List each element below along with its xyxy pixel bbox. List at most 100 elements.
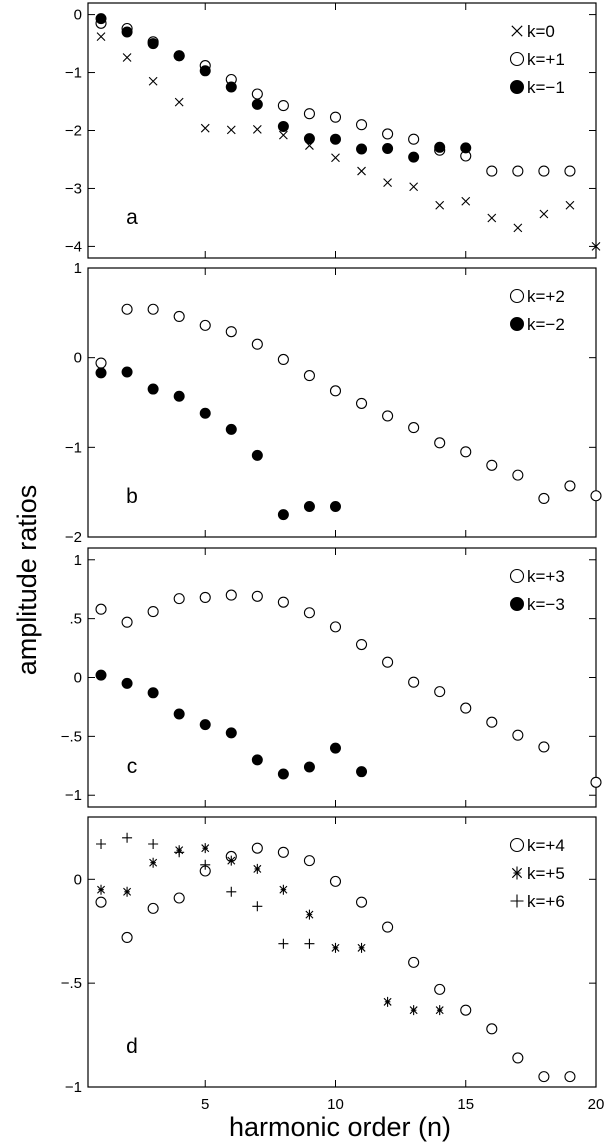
legend-label: k=+6 <box>527 892 565 911</box>
y-tick-label: −2 <box>65 529 82 546</box>
legend-label: k=+3 <box>527 567 565 586</box>
data-point <box>122 832 133 843</box>
data-point <box>486 165 498 177</box>
data-point <box>303 108 315 120</box>
data-point <box>173 593 185 605</box>
y-tick-label: −1 <box>65 1079 82 1096</box>
y-tick-label: −1 <box>65 439 82 456</box>
legend-label: k=0 <box>527 22 555 41</box>
legend-label: k=+4 <box>527 836 565 855</box>
series <box>95 303 602 504</box>
data-point <box>147 38 159 50</box>
data-point <box>356 143 368 155</box>
data-point <box>95 603 107 615</box>
data-point <box>434 141 446 153</box>
data-point <box>173 390 185 402</box>
panel-label: b <box>126 485 138 508</box>
data-point <box>200 123 210 133</box>
series <box>95 17 576 177</box>
data-point <box>460 1004 472 1016</box>
data-point <box>121 616 133 628</box>
data-point <box>435 200 445 210</box>
data-point <box>538 1071 550 1083</box>
data-point <box>303 501 315 513</box>
series <box>95 13 472 163</box>
x-tick-label: 15 <box>457 1096 474 1113</box>
data-point <box>278 130 288 140</box>
y-tick-label: −3 <box>65 180 82 197</box>
legend-label: k=−3 <box>527 595 565 614</box>
legend-marker <box>511 866 523 880</box>
data-point <box>304 938 315 949</box>
data-point <box>251 449 263 461</box>
data-point <box>357 942 366 953</box>
panel-label: a <box>126 206 138 229</box>
data-point <box>434 437 446 449</box>
data-point <box>121 677 133 689</box>
data-point <box>225 589 237 601</box>
x-tick-label: 10 <box>327 1096 344 1113</box>
data-point <box>331 153 340 163</box>
data-point <box>199 591 211 603</box>
data-point <box>382 142 394 154</box>
data-point <box>303 855 315 867</box>
data-point <box>277 509 289 521</box>
data-point <box>460 142 472 154</box>
y-tick-label: −1 <box>65 65 82 82</box>
data-point <box>149 857 158 868</box>
data-point <box>173 50 185 62</box>
series <box>95 366 341 521</box>
legend-label: k=−1 <box>527 78 565 97</box>
data-point <box>435 1005 444 1016</box>
legend-marker <box>509 568 525 584</box>
plot-frame <box>87 816 597 1088</box>
x-tick-label: 5 <box>201 1096 209 1113</box>
data-point <box>277 768 289 780</box>
data-point <box>486 1023 498 1035</box>
data-point <box>200 859 211 870</box>
data-point <box>278 938 289 949</box>
panel-a: 0 −1 −2 −3 −4 a k=0 k=+1 k=−1 <box>65 2 601 259</box>
data-point <box>277 100 289 112</box>
y-tick-label: −4 <box>65 238 82 255</box>
data-point <box>303 370 315 382</box>
plot-frame <box>87 267 597 538</box>
data-point <box>121 303 133 315</box>
data-point <box>409 1005 418 1016</box>
data-point <box>513 223 523 233</box>
data-point <box>382 656 394 668</box>
series <box>96 832 315 949</box>
data-point <box>329 621 342 633</box>
data-point <box>434 686 446 698</box>
data-point <box>512 165 524 177</box>
data-point <box>277 120 289 132</box>
data-point <box>356 766 368 778</box>
legend-marker <box>511 25 523 37</box>
panel-label: d <box>126 1035 138 1058</box>
data-point <box>329 385 342 397</box>
legend: k=+4 k=+5 k=+6 <box>509 836 565 911</box>
data-point <box>147 383 159 395</box>
data-point <box>355 896 368 908</box>
y-tick-label: 0 <box>74 670 82 687</box>
data-point <box>121 26 133 38</box>
data-point <box>277 353 289 366</box>
data-point <box>252 124 262 134</box>
data-point <box>303 607 315 619</box>
data-point <box>329 133 341 145</box>
legend: k=+2 k=−2 <box>509 287 565 334</box>
data-point <box>225 727 237 739</box>
data-point <box>227 855 236 866</box>
y-tick-label: −.5 <box>61 728 82 745</box>
data-point <box>538 492 550 504</box>
data-point <box>95 669 107 681</box>
y-tick-label: 0 <box>74 7 82 24</box>
data-point <box>564 1071 576 1083</box>
data-point <box>382 410 394 422</box>
data-point <box>408 956 420 968</box>
data-point <box>331 942 340 953</box>
data-point <box>409 182 419 192</box>
y-tick-label: 1 <box>74 260 82 277</box>
data-point <box>305 909 314 920</box>
